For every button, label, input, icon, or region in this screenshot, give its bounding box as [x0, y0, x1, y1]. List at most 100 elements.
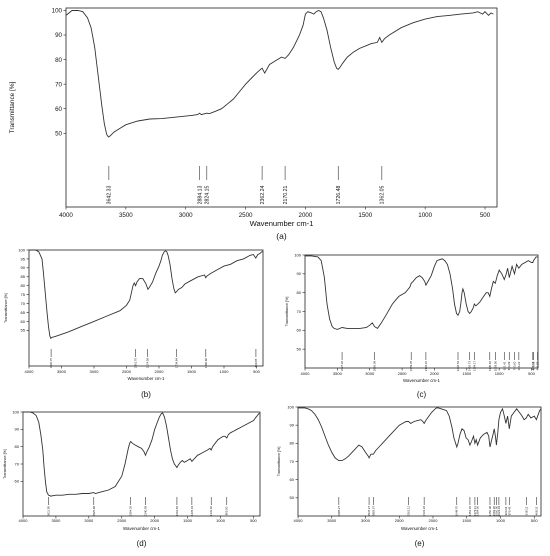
- x-tick-label: 1000: [418, 212, 432, 219]
- peak-label: 1059.00: [493, 361, 497, 372]
- x-tick-label: 3500: [327, 518, 337, 523]
- peak-label: 905.50: [225, 506, 229, 515]
- x-tick-label: 3500: [57, 369, 67, 374]
- chart-panel-5: 4000 3500 3000 2500 2000 1500 1000 500 50 60 70 80 9…: [277, 404, 542, 548]
- y-tick-label: 100: [294, 252, 301, 257]
- x-tick-label: 2000: [299, 212, 313, 219]
- peak-label: 509.85: [254, 358, 258, 367]
- x-tick-label: 3500: [119, 212, 133, 219]
- peak-label: 2926.09: [372, 361, 376, 372]
- plot-frame: [304, 254, 539, 369]
- spectrum-line: [305, 255, 538, 330]
- y-tick-label: 100: [52, 8, 63, 15]
- x-tick-label: 2000: [430, 371, 440, 376]
- peak-label: 2170.21: [283, 186, 289, 205]
- y-tick-label: 50: [290, 495, 295, 500]
- peak-label: 1435.03: [190, 506, 194, 517]
- x-axis-title: Wavenumber cm-1: [403, 378, 440, 383]
- x-tick-label: 2500: [122, 369, 132, 374]
- x-tick-label: 500: [531, 518, 538, 523]
- plot-frame: [22, 411, 261, 517]
- y-tick-label: 70: [297, 309, 302, 314]
- x-tick-label: 3000: [365, 371, 375, 376]
- peak-label: 1456.73: [468, 361, 472, 372]
- peak-label: 1024.04: [497, 506, 501, 517]
- y-tick-label: 80: [55, 57, 62, 64]
- x-axis-title: Wavenumber cm-1: [250, 219, 314, 228]
- peak-label: 1384.17: [472, 361, 476, 372]
- peak-label: 3611.95: [47, 506, 51, 516]
- plot-frame: [28, 249, 264, 367]
- y-tick-label: 95: [21, 256, 26, 261]
- peak-label: 1734.84: [174, 358, 178, 369]
- y-tick-label: 100: [287, 404, 294, 409]
- y-tick-label: 90: [15, 427, 20, 432]
- spectrum-line: [298, 407, 542, 462]
- peak-label: 1156.08: [488, 506, 492, 516]
- y-tick-label: 85: [21, 274, 26, 279]
- peak-label: 2361.70: [134, 358, 138, 369]
- peak-label: 2362.11: [407, 506, 411, 516]
- y-tick-label: 90: [55, 32, 62, 39]
- x-tick-label: 2500: [398, 371, 408, 376]
- y-tick-label: 100: [18, 247, 25, 252]
- y-tick-label: 50: [55, 130, 62, 137]
- peak-label: 696.22: [517, 361, 521, 370]
- x-tick-label: 500: [528, 371, 535, 376]
- x-tick-label: 3000: [361, 518, 371, 523]
- y-tick-label: 70: [15, 461, 20, 466]
- y-tick-label: 100: [12, 409, 19, 414]
- peak-label: 2174.58: [146, 358, 150, 369]
- y-tick-label: 60: [55, 106, 62, 113]
- x-tick-label: 2000: [155, 369, 165, 374]
- y-axis-title: Transmittance [%]: [285, 297, 289, 327]
- peak-label: 1648.70: [455, 506, 459, 517]
- y-axis-title: Transmittance [%]: [4, 293, 8, 323]
- peak-label: 1141.66: [209, 506, 213, 516]
- peak-label: 2824.15: [205, 186, 211, 205]
- x-tick-label: 4000: [25, 369, 35, 374]
- peak-label: 406.95: [536, 361, 540, 370]
- peak-label: 1379.11: [473, 506, 477, 516]
- x-tick-label: 3500: [51, 518, 61, 523]
- peak-label: 470.35: [531, 361, 535, 370]
- panel-label: (a): [276, 231, 287, 241]
- panel-label: (c): [417, 390, 427, 399]
- peak-label: 870.45: [507, 506, 511, 515]
- x-tick-label: 1000: [220, 369, 230, 374]
- panel-label: (b): [141, 390, 151, 399]
- peak-label: 468.15: [534, 506, 538, 515]
- peak-label: 1453.65: [468, 506, 472, 517]
- x-tick-label: 1500: [358, 212, 372, 219]
- x-tick-label: 2000: [429, 518, 439, 523]
- peak-label: 1145.18: [488, 361, 492, 371]
- x-tick-label: 2500: [117, 518, 127, 523]
- y-tick-label: 80: [15, 444, 20, 449]
- peak-label: 3427.02: [340, 361, 344, 372]
- peak-label: 921.41: [502, 361, 506, 370]
- x-tick-label: 3000: [179, 212, 193, 219]
- peak-label: 2359.35: [409, 361, 413, 372]
- x-tick-label: 1000: [495, 371, 505, 376]
- y-tick-label: 70: [21, 301, 26, 306]
- peak-label: 920.04: [504, 506, 508, 515]
- peak-label: 1636.53: [456, 361, 460, 372]
- y-axis-title: Transmittance [%]: [3, 449, 7, 479]
- x-tick-label: 3500: [333, 371, 343, 376]
- peak-label: 1280.80: [204, 358, 208, 369]
- y-tick-label: 55: [21, 328, 26, 333]
- peak-label: 2925.98: [92, 506, 96, 517]
- x-tick-label: 1000: [496, 518, 506, 523]
- chart-panel-4: 4000 3500 3000 2500 2000 1500 1000 500 60 70 80 90 1…: [3, 409, 261, 548]
- y-tick-label: 60: [15, 479, 20, 484]
- peak-label: 2884.13: [197, 186, 203, 205]
- x-tick-label: 4000: [59, 212, 73, 219]
- y-tick-label: 60: [21, 319, 26, 324]
- x-tick-label: 2500: [395, 518, 405, 523]
- y-tick-label: 90: [297, 271, 302, 276]
- peak-label: 3660.75: [49, 358, 53, 369]
- panel-label: (e): [415, 539, 425, 548]
- y-tick-label: 80: [297, 290, 302, 295]
- x-tick-label: 1500: [187, 369, 197, 374]
